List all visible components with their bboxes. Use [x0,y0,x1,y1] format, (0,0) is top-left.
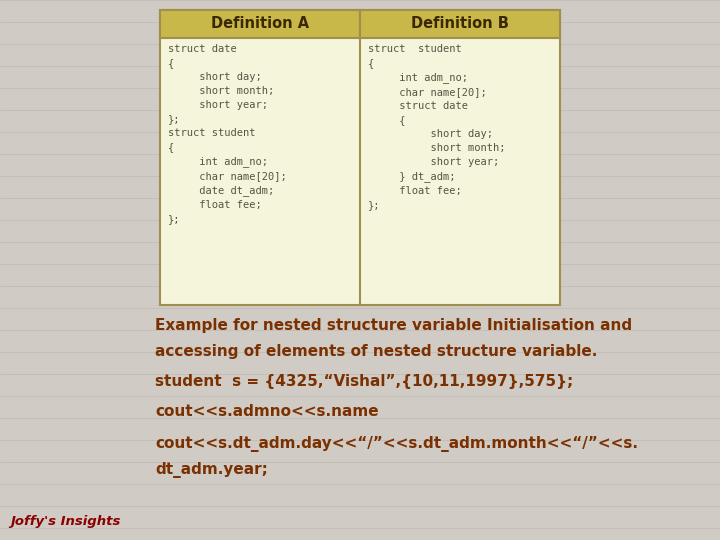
Text: Example for nested structure variable Initialisation and: Example for nested structure variable In… [155,318,632,333]
Bar [160,10,360,38]
Text: student  s = {4325,“Vishal”,{10,11,1997},575};: student s = {4325,“Vishal”,{10,11,1997},… [155,374,573,389]
Text: struct  student
{
     int adm_no;
     char name[20];
     struct date
     {
 : struct student { int adm_no; char name[2… [368,44,505,210]
Text: Definition A: Definition A [211,17,309,31]
Text: cout<<s.dt_adm.day<<“/”<<s.dt_adm.month<<“/”<<s.: cout<<s.dt_adm.day<<“/”<<s.dt_adm.month<… [155,436,638,452]
Text: dt_adm.year;: dt_adm.year; [155,462,268,478]
Text: struct date
{
     short day;
     short month;
     short year;
};
struct stude: struct date { short day; short month; sh… [168,44,287,224]
Text: Definition B: Definition B [411,17,509,31]
Text: Joffy's Insights: Joffy's Insights [10,515,120,528]
Text: accessing of elements of nested structure variable.: accessing of elements of nested structur… [155,344,598,359]
Bar [360,10,560,38]
Bar [160,10,560,305]
Text: cout<<s.admno<<s.name: cout<<s.admno<<s.name [155,404,379,419]
